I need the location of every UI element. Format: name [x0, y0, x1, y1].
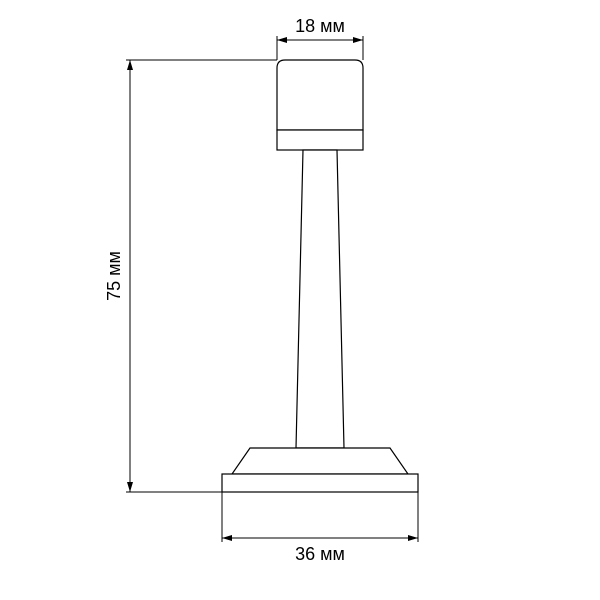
arrowhead: [222, 535, 232, 541]
base-lower: [222, 474, 418, 492]
arrowhead: [127, 60, 133, 70]
arrowhead: [408, 535, 418, 541]
arrowhead: [277, 37, 287, 43]
dim-label-bottom: 36 мм: [295, 544, 345, 564]
cap-top: [277, 60, 363, 130]
cap-band: [277, 130, 363, 150]
dim-label-top: 18 мм: [295, 16, 345, 36]
dim-label-left: 75 мм: [104, 251, 124, 301]
dimension-drawing: 18 мм 36 мм 75 мм: [0, 0, 600, 600]
arrowhead: [353, 37, 363, 43]
base-upper: [232, 448, 408, 474]
part: [222, 60, 418, 492]
arrowhead: [127, 482, 133, 492]
stem: [296, 150, 344, 448]
